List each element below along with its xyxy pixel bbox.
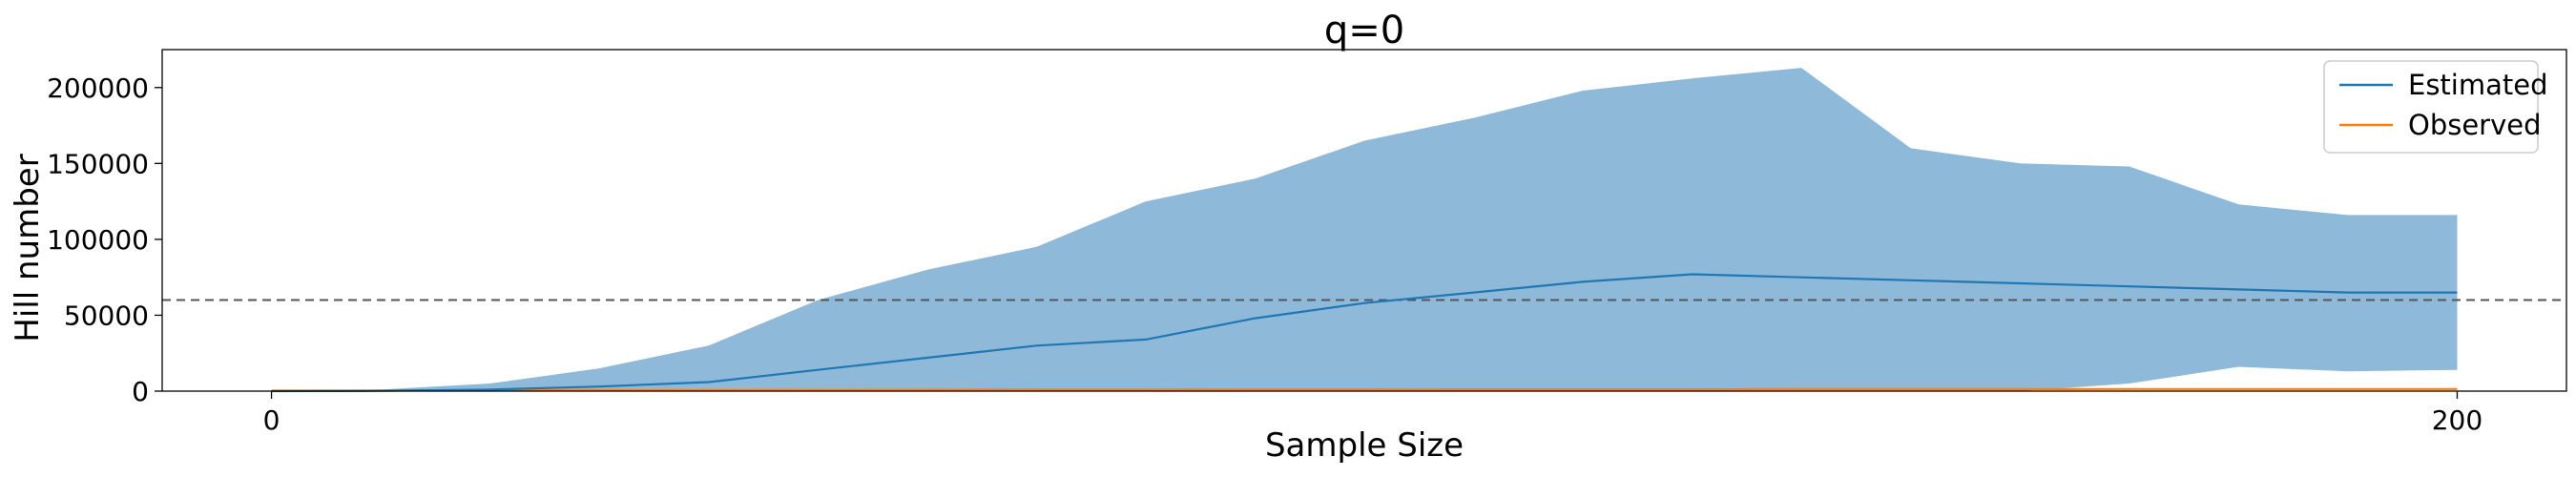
legend-label-observed: Observed [2408, 109, 2542, 141]
x-tick-label: 200 [2432, 404, 2483, 436]
x-axis-label: Sample Size [1265, 426, 1464, 465]
plot-area [162, 68, 2566, 393]
y-tick-label: 0 [132, 376, 149, 407]
x-tick-label: 0 [263, 404, 280, 436]
y-tick-label: 150000 [47, 148, 149, 179]
chart-title: q=0 [1324, 9, 1404, 52]
y-axis-label: Hill number [9, 154, 47, 342]
series-line-estimated [271, 273, 2458, 393]
y-tick-label: 100000 [47, 224, 149, 256]
y-axis: 0 50000 100000 150000 200000 [47, 73, 162, 407]
legend: Estimated Observed [2323, 60, 2548, 154]
plot-frame [161, 49, 2567, 392]
y-tick-label: 50000 [64, 300, 149, 331]
y-tick-label: 200000 [47, 73, 149, 104]
confidence-band [271, 68, 2458, 391]
series-line-observed [271, 387, 2458, 392]
x-axis: 0 200 [263, 391, 2483, 436]
legend-label-estimated: Estimated [2408, 69, 2548, 101]
